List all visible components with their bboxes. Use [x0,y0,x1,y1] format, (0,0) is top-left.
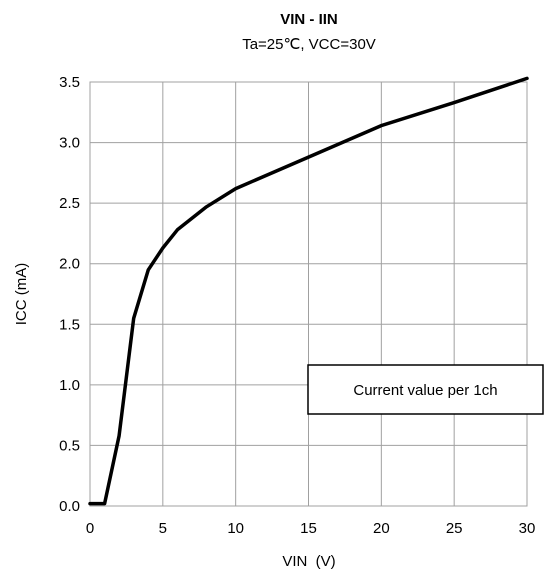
y-tick-label: 1.5 [59,316,80,333]
annotation-text: Current value per 1ch [353,382,497,399]
x-axis-label: VIN (V) [282,553,335,570]
annotation-frame [307,364,544,415]
y-tick-label: 3.0 [59,135,80,152]
x-tick-label: 25 [446,520,463,537]
y-tick-label: 3.5 [59,74,80,91]
y-tick-label: 2.5 [59,195,80,212]
chart-subtitle: Ta=25℃, VCC=30V [242,36,376,53]
x-tick-label: 10 [227,520,244,537]
x-tick-label: 30 [519,520,536,537]
grid [89,81,528,507]
x-tick-label: 20 [373,520,390,537]
x-tick-label: 5 [159,520,167,537]
y-tick-label: 2.0 [59,256,80,273]
x-tick-label: 0 [86,520,94,537]
x-axis-ticks: 0 5 10 15 20 25 30 [86,520,536,537]
y-axis-label: ICC (mA) [13,263,30,326]
series-line-icc [88,76,529,506]
plot-area-frame [89,81,528,507]
y-tick-label: 0.0 [59,498,80,515]
chart-title: VIN - IIN [280,11,338,28]
annotation-box: Current value per 1ch [307,364,544,415]
x-tick-label: 15 [300,520,317,537]
y-axis-ticks: 0.0 0.5 1.0 1.5 2.0 2.5 3.0 3.5 [59,74,80,515]
y-tick-label: 0.5 [59,437,80,454]
y-tick-label: 1.0 [59,377,80,394]
